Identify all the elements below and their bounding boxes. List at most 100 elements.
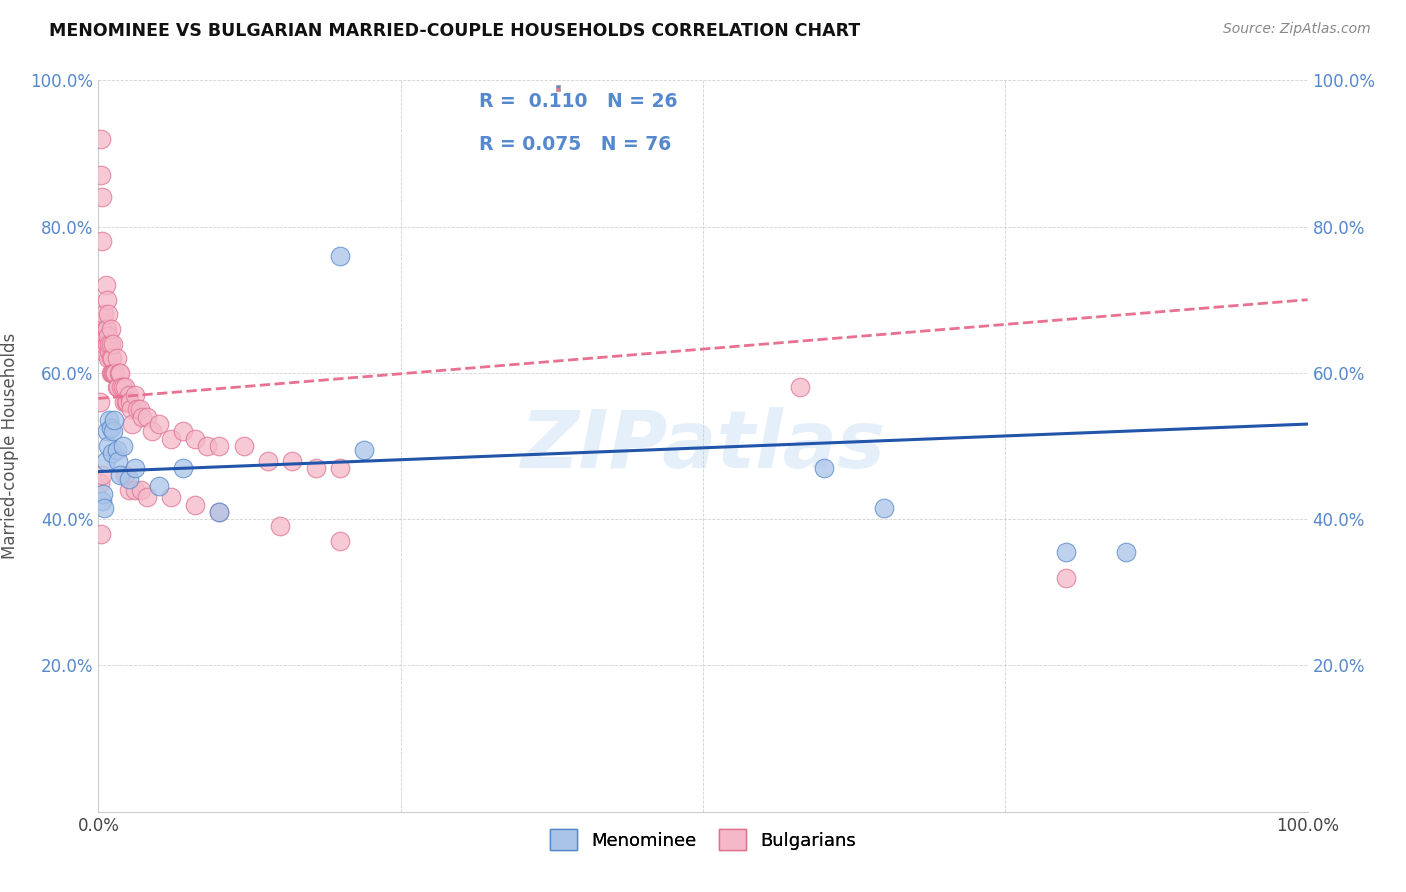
Point (105, 442, 128, 457)
Point (101, 425, 124, 439)
Point (111, 380, 134, 394)
Point (184, 432, 207, 446)
Point (103, 366, 125, 380)
Point (1054, 545, 1077, 559)
Point (90, 132, 112, 146)
Point (873, 501, 896, 516)
Point (108, 468, 131, 483)
Point (160, 432, 183, 446)
Point (91, 343, 114, 358)
Point (329, 461, 352, 475)
Point (93, 336, 115, 351)
Point (1115, 545, 1137, 559)
Point (1054, 571, 1077, 585)
Point (96, 322, 118, 336)
Point (329, 249, 352, 263)
Point (91, 190, 114, 204)
Point (96, 425, 118, 439)
Point (94, 453, 117, 467)
Point (135, 490, 157, 504)
Point (281, 453, 304, 467)
Text: Source: ZipAtlas.com: Source: ZipAtlas.com (1223, 22, 1371, 37)
Point (115, 395, 138, 409)
Point (91, 234, 114, 248)
Point (100, 351, 122, 366)
Text: R =  0.110   N = 26: R = 0.110 N = 26 (479, 93, 678, 112)
Point (353, 442, 375, 457)
Point (105, 351, 128, 366)
Point (100, 421, 122, 435)
Point (105, 380, 128, 394)
Point (208, 505, 231, 519)
Point (160, 490, 183, 504)
Point (127, 402, 149, 417)
Point (117, 395, 139, 409)
Point (98, 336, 121, 351)
Point (90, 526, 112, 541)
Point (172, 461, 194, 475)
Point (208, 439, 231, 453)
Point (269, 519, 291, 533)
Point (89, 395, 111, 409)
Point (100, 322, 122, 336)
Point (172, 425, 194, 439)
Point (91, 315, 114, 329)
Point (94, 322, 117, 336)
Point (124, 388, 146, 402)
Point (305, 461, 328, 475)
Point (94, 278, 117, 293)
Point (184, 498, 207, 512)
Point (100, 351, 122, 366)
Point (96, 336, 118, 351)
Point (108, 366, 131, 380)
Point (90, 169, 112, 183)
Point (100, 366, 122, 380)
Legend: Menominee, Bulgarians: Menominee, Bulgarians (543, 822, 863, 857)
Point (89, 475, 111, 490)
Point (96, 293, 118, 307)
Point (107, 453, 129, 467)
Text: R = 0.075   N = 76: R = 0.075 N = 76 (479, 135, 672, 153)
Point (91, 468, 114, 483)
Point (112, 395, 135, 409)
Point (124, 461, 146, 475)
Point (97, 329, 120, 343)
Point (101, 336, 124, 351)
Point (100, 336, 122, 351)
Point (129, 483, 152, 497)
Point (813, 461, 835, 475)
Text: MENOMINEE VS BULGARIAN MARRIED-COUPLE HOUSEHOLDS CORRELATION CHART: MENOMINEE VS BULGARIAN MARRIED-COUPLE HO… (49, 22, 860, 40)
Point (91, 486, 114, 500)
Point (135, 409, 157, 424)
Point (121, 417, 143, 431)
Point (120, 402, 142, 417)
Point (93, 307, 115, 321)
Point (108, 366, 131, 380)
Point (101, 366, 124, 380)
Point (103, 413, 125, 427)
Point (232, 439, 254, 453)
Point (91, 494, 114, 508)
Point (114, 380, 136, 394)
Point (100, 366, 122, 380)
Point (93, 501, 115, 516)
Point (118, 472, 141, 486)
Point (789, 380, 811, 394)
Point (128, 402, 150, 417)
Point (97, 351, 120, 366)
Y-axis label: Married-couple Households: Married-couple Households (1, 333, 20, 559)
Point (329, 534, 352, 549)
Point (148, 417, 170, 431)
Point (195, 439, 218, 453)
Text: ZIPatlas: ZIPatlas (520, 407, 886, 485)
Point (110, 380, 132, 394)
Point (118, 388, 141, 402)
Point (118, 395, 141, 409)
Point (98, 413, 121, 427)
Point (104, 366, 127, 380)
Point (97, 439, 120, 453)
Point (97, 307, 120, 321)
Point (208, 505, 231, 519)
Point (107, 380, 129, 394)
Point (98, 343, 121, 358)
